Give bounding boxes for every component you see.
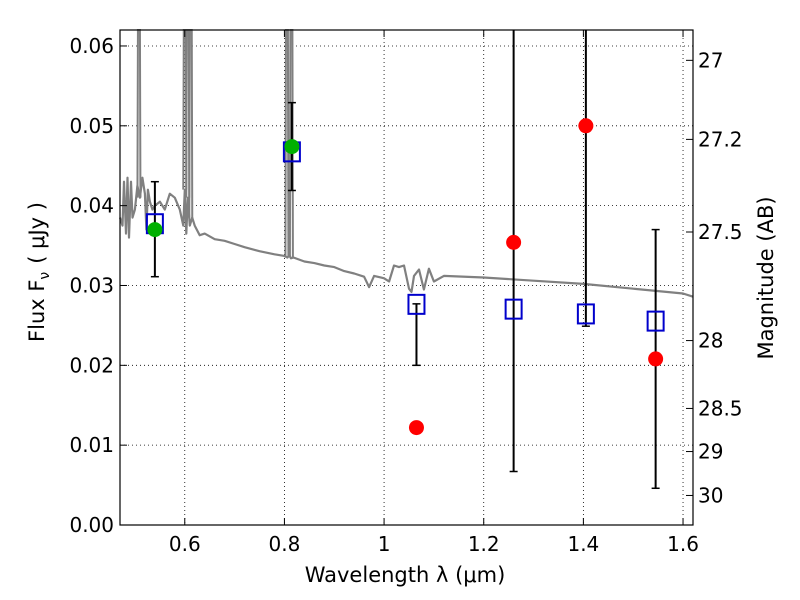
observed-point (648, 351, 664, 367)
model-square (407, 293, 426, 315)
x-tick-label: 1 (378, 532, 391, 556)
sed-line (118, 176, 694, 298)
y-tick-label: 0.06 (69, 34, 114, 58)
y-tick-label: 0.00 (69, 513, 114, 537)
right-tick-label: 27.2 (698, 127, 743, 151)
right-tick-label: 28 (698, 329, 723, 353)
y-axis-ticks: 0.00 0.01 0.02 0.03 0.04 0.05 0.06 (69, 34, 127, 537)
x-axis-title: Wavelength λ (μm) (305, 563, 506, 587)
x-axis-ticks: 0.6 0.8 1 1.2 1.4 1.6 (169, 30, 699, 556)
y-tick-label: 0.05 (69, 114, 114, 138)
right-tick-label: 28.5 (698, 396, 743, 420)
x-tick-label: 0.8 (269, 532, 301, 556)
plot-frame (119, 29, 694, 526)
detection-point (147, 222, 163, 238)
x-tick-label: 1.6 (667, 532, 699, 556)
model-square (504, 298, 523, 320)
y-tick-label: 0.02 (69, 353, 114, 377)
grid-lines (120, 30, 693, 525)
right-axis-ticks: 27 27.2 27.5 28 28.5 29 30 (686, 48, 743, 507)
right-tick-label: 29 (698, 440, 723, 464)
y-axis-title-main: Flux F (25, 280, 49, 342)
model-square (646, 310, 665, 332)
detection-point (284, 139, 300, 155)
observed-point (578, 118, 594, 134)
data-points (145, 30, 665, 490)
observed-point (408, 420, 424, 436)
emission-spike (136, 29, 142, 198)
y-axis-title-sub: ν (37, 272, 53, 280)
emission-spike (188, 29, 194, 218)
x-tick-label: 0.6 (169, 532, 201, 556)
y-tick-label: 0.01 (69, 433, 114, 457)
right-tick-label: 30 (698, 483, 723, 507)
sed-layer (118, 29, 694, 298)
right-tick-label: 27.5 (698, 220, 743, 244)
y-axis-title: Flux Fν ( μJy ) (25, 202, 53, 342)
x-tick-label: 1.2 (468, 532, 500, 556)
observed-point (506, 234, 522, 250)
y-tick-label: 0.04 (69, 194, 114, 218)
model-square (576, 303, 595, 325)
y-axis-title-unit: ( μJy ) (25, 202, 49, 264)
right-tick-label: 27 (698, 48, 723, 72)
right-axis-title: Magnitude (AB) (754, 196, 778, 359)
x-tick-label: 1.4 (567, 532, 599, 556)
y-tick-label: 0.03 (69, 273, 114, 297)
